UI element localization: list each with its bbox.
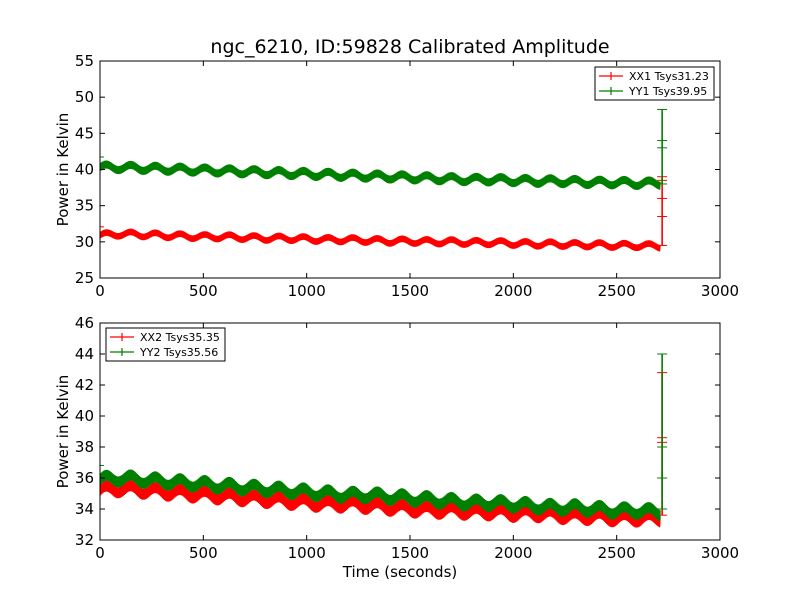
chart-title: ngc_6210, ID:59828 Calibrated Amplitude bbox=[210, 36, 609, 58]
x-tick-label: 2000 bbox=[494, 282, 532, 300]
y-tick-label: 44 bbox=[75, 345, 94, 363]
series-line bbox=[100, 469, 661, 521]
y-tick-label: 30 bbox=[75, 233, 94, 251]
legend: XX1 Tsys31.23 YY1 Tsys39.95 bbox=[594, 66, 715, 101]
x-tick-label: 500 bbox=[189, 544, 218, 562]
legend-label: XX1 Tsys31.23 bbox=[629, 70, 709, 83]
y-tick-label: 38 bbox=[75, 438, 94, 456]
legend-box bbox=[105, 327, 226, 362]
legend-box bbox=[594, 66, 715, 101]
x-tick-label: 1500 bbox=[391, 282, 429, 300]
y-axis-label: Power in Kelvin bbox=[54, 113, 72, 227]
series-line bbox=[100, 228, 661, 252]
series-line bbox=[100, 160, 661, 191]
y-tick-label: 42 bbox=[75, 376, 94, 394]
bottom-panel: 0 500 1000 1500 2000 2500 3000 32 34 36 38 40 42 44 46… bbox=[54, 314, 739, 581]
legend-label: YY2 Tsys35.56 bbox=[139, 346, 218, 359]
legend: XX2 Tsys35.35 YY2 Tsys35.56 bbox=[105, 327, 226, 362]
x-tick-label: 2500 bbox=[598, 282, 636, 300]
x-axis-label: Time (seconds) bbox=[342, 563, 458, 581]
x-tick-label: 2000 bbox=[494, 544, 532, 562]
y-tick-label: 45 bbox=[75, 124, 94, 142]
series-yy-1 bbox=[100, 108, 668, 191]
y-tick-label: 25 bbox=[75, 269, 94, 287]
y-tick-label: 46 bbox=[75, 314, 94, 332]
y-axis-label: Power in Kelvin bbox=[54, 375, 72, 489]
y-tick-label: 35 bbox=[75, 197, 94, 215]
series-yy-2 bbox=[100, 353, 668, 521]
x-tick-label: 2500 bbox=[598, 544, 636, 562]
legend-label: XX2 Tsys35.35 bbox=[140, 331, 220, 344]
x-tick-label: 1500 bbox=[391, 544, 429, 562]
x-tick-label: 500 bbox=[189, 282, 218, 300]
x-tick-label: 1000 bbox=[288, 282, 326, 300]
x-tick-label: 1000 bbox=[288, 544, 326, 562]
y-tick-label: 50 bbox=[75, 88, 94, 106]
x-tick-label: 3000 bbox=[701, 282, 739, 300]
y-tick-label: 40 bbox=[75, 161, 94, 179]
x-tick-label: 0 bbox=[95, 282, 105, 300]
top-panel: 0 500 1000 1500 2000 2500 3000 25 30 35 40 45 50 55 Po… bbox=[54, 52, 739, 300]
legend-label: YY1 Tsys39.95 bbox=[628, 85, 707, 98]
y-tick-label: 40 bbox=[75, 407, 94, 425]
y-tick-label: 32 bbox=[75, 531, 94, 549]
y-tick-label: 34 bbox=[75, 500, 94, 518]
series-xx-1 bbox=[100, 176, 668, 252]
x-tick-label: 0 bbox=[95, 544, 105, 562]
y-tick-label: 55 bbox=[75, 52, 94, 70]
x-tick-label: 3000 bbox=[701, 544, 739, 562]
y-tick-label: 36 bbox=[75, 469, 94, 487]
